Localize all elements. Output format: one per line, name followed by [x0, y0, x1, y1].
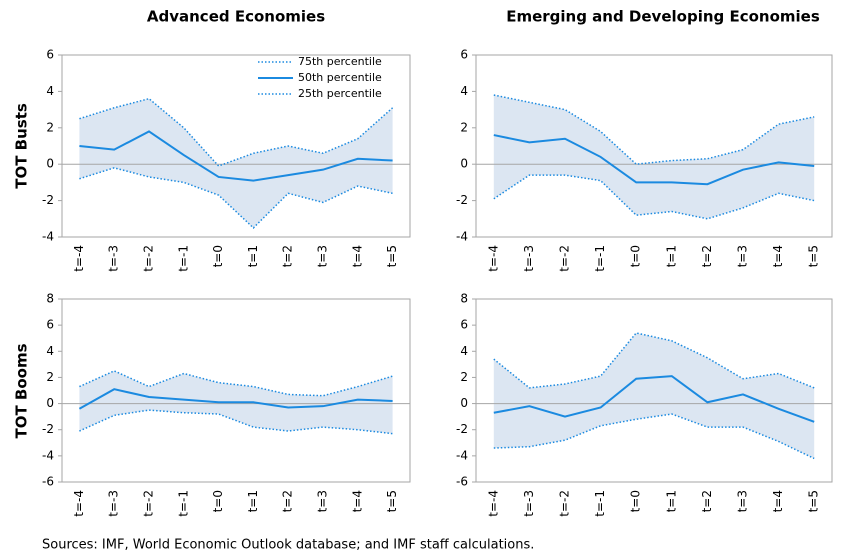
x-tick-label: t=3 [736, 490, 750, 512]
y-tick-label: 4 [460, 84, 468, 98]
x-tick-label: t=4 [771, 490, 785, 512]
x-tick-label: t=-4 [72, 490, 86, 517]
x-tick-label: t=2 [281, 245, 295, 267]
plot-area [475, 54, 833, 238]
x-tick-label: t=5 [807, 490, 821, 512]
x-tick-label: t=1 [246, 490, 260, 512]
x-tick-label: t=5 [385, 245, 399, 267]
percentile-band [493, 332, 815, 459]
x-tick-label: t=-3 [107, 245, 121, 272]
plot-area [475, 298, 833, 483]
legend-label: 50th percentile [298, 71, 382, 84]
series-line [79, 130, 393, 182]
series-line [79, 409, 393, 435]
y-tick-label: 2 [460, 370, 468, 384]
x-tick-label: t=3 [316, 490, 330, 512]
y-tick-label: -6 [456, 475, 468, 489]
row-title: TOT Busts [13, 103, 31, 189]
row-title: TOT Booms [13, 343, 31, 438]
y-tick-label: 0 [460, 157, 468, 171]
percentile-band [493, 95, 815, 219]
legend-label: 75th percentile [298, 55, 382, 68]
series-line [493, 332, 815, 389]
x-tick-label: t=-2 [142, 490, 156, 517]
x-tick-label: t=3 [316, 245, 330, 267]
x-tick-label: t=-3 [107, 490, 121, 517]
y-tick-label: 8 [46, 292, 54, 306]
y-tick-label: 8 [460, 292, 468, 306]
x-tick-label: t=-4 [486, 490, 500, 517]
y-tick-label: -6 [42, 475, 54, 489]
y-tick-label: 4 [46, 84, 54, 98]
y-tick-label: -2 [42, 422, 54, 436]
x-tick-label: t=0 [211, 245, 225, 267]
series-line [493, 375, 815, 423]
x-tick-label: t=1 [246, 245, 260, 267]
y-tick-label: -4 [456, 230, 468, 244]
y-tick-label: 4 [460, 344, 468, 358]
x-tick-label: t=-1 [176, 490, 190, 517]
series-line [79, 370, 393, 397]
x-tick-label: t=-2 [142, 245, 156, 272]
x-tick-label: t=0 [211, 490, 225, 512]
x-tick-label: t=-4 [72, 245, 86, 272]
x-tick-label: t=1 [664, 245, 678, 267]
y-tick-label: 0 [460, 396, 468, 410]
x-tick-label: t=4 [350, 245, 364, 267]
y-tick-label: -2 [456, 422, 468, 436]
y-tick-label: -4 [456, 448, 468, 462]
y-tick-label: 6 [460, 48, 468, 62]
x-tick-label: t=2 [281, 490, 295, 512]
y-tick-label: -2 [42, 193, 54, 207]
x-tick-label: t=-3 [522, 490, 536, 517]
column-title: Advanced Economies [147, 8, 325, 26]
y-tick-label: -4 [42, 230, 54, 244]
y-tick-label: 6 [460, 318, 468, 332]
series-line [79, 167, 393, 229]
x-tick-label: t=4 [350, 490, 364, 512]
x-tick-label: t=2 [700, 245, 714, 267]
source-note: Sources: IMF, World Economic Outlook dat… [42, 538, 534, 553]
legend-label: 25th percentile [298, 87, 382, 100]
percentile-band [79, 98, 393, 228]
y-tick-label: 2 [46, 370, 54, 384]
x-tick-label: t=-1 [593, 245, 607, 272]
x-tick-label: t=4 [771, 245, 785, 267]
y-tick-label: 2 [46, 120, 54, 134]
column-title: Emerging and Developing Economies [506, 8, 820, 26]
x-tick-label: t=1 [664, 490, 678, 512]
x-tick-label: t=0 [629, 245, 643, 267]
y-tick-label: 4 [46, 344, 54, 358]
x-tick-label: t=-4 [486, 245, 500, 272]
plot-area [61, 54, 411, 238]
x-tick-label: t=-2 [558, 490, 572, 517]
y-tick-label: 0 [46, 157, 54, 171]
series-line [493, 174, 815, 220]
x-tick-label: t=-1 [176, 245, 190, 272]
y-tick-label: 2 [460, 120, 468, 134]
plot-area [61, 298, 411, 483]
x-tick-label: t=0 [629, 490, 643, 512]
y-tick-label: 0 [46, 396, 54, 410]
y-tick-label: 6 [46, 318, 54, 332]
y-tick-label: -4 [42, 448, 54, 462]
x-tick-label: t=-2 [558, 245, 572, 272]
x-tick-label: t=3 [736, 245, 750, 267]
series-line [493, 413, 815, 460]
x-tick-label: t=-1 [593, 490, 607, 517]
series-line [493, 134, 815, 186]
x-tick-label: t=5 [807, 245, 821, 267]
series-line [78, 388, 393, 410]
x-tick-label: t=5 [385, 490, 399, 512]
x-tick-label: t=-3 [522, 245, 536, 272]
y-tick-label: 6 [46, 48, 54, 62]
x-tick-label: t=2 [700, 490, 714, 512]
y-tick-label: -2 [456, 193, 468, 207]
